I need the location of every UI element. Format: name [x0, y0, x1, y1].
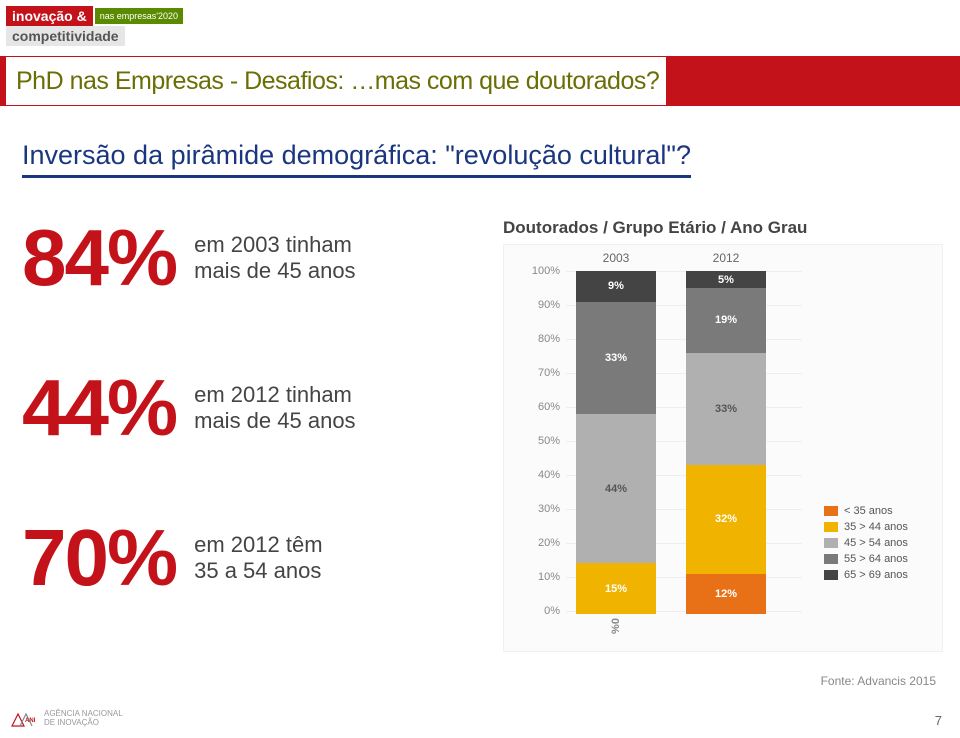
y-axis-label: 90% — [510, 299, 560, 311]
legend-item: 55 > 64 anos — [824, 553, 908, 565]
page-title: PhD nas Empresas - Desafios: …mas com qu… — [16, 67, 659, 96]
stacked-bar: 5%19%33%32%12% — [686, 271, 766, 611]
bar-segment-55_64: 19% — [686, 288, 766, 353]
bar-segment-45_54: 44% — [576, 414, 656, 564]
y-axis-label: 70% — [510, 367, 560, 379]
stacked-bar: 9%33%44%15%%0 — [576, 271, 656, 611]
bar-segment-35_44: 32% — [686, 465, 766, 574]
legend-item: 35 > 44 anos — [824, 521, 908, 533]
stat-pct: 44% — [22, 368, 176, 448]
logo-part-1: inovação & — [6, 6, 93, 26]
bar-segment-35_44: 15% — [576, 563, 656, 614]
brand-logo: inovação & nas empresas'2020 competitivi… — [6, 6, 183, 46]
bar-segment-45_54: 33% — [686, 353, 766, 465]
chart-legend: < 35 anos 35 > 44 anos 45 > 54 anos 55 > 64… — [824, 505, 908, 585]
y-axis-label: 60% — [510, 401, 560, 413]
stat-desc: em 2012 tinham mais de 45 anos — [194, 382, 355, 435]
bar-segment-65_69: 5% — [686, 271, 766, 288]
legend-item: 65 > 69 anos — [824, 569, 908, 581]
legend-item: 45 > 54 anos — [824, 537, 908, 549]
logo-part-sub: nas empresas'2020 — [95, 8, 183, 24]
y-axis-label: 0% — [510, 605, 560, 617]
title-box: PhD nas Empresas - Desafios: …mas com qu… — [6, 57, 666, 105]
y-axis-label: 30% — [510, 503, 560, 515]
column-header-2003: 2003 — [576, 251, 656, 265]
y-axis-label: 40% — [510, 469, 560, 481]
stat-pct: 84% — [22, 218, 176, 298]
bar-segment-55_64: 33% — [576, 302, 656, 414]
y-axis-label: 100% — [510, 265, 560, 277]
page-number: 7 — [935, 713, 942, 728]
chart-title: Doutorados / Grupo Etário / Ano Grau — [503, 218, 807, 238]
stat-desc: em 2003 tinham mais de 45 anos — [194, 232, 355, 285]
stat-block-84: 84% em 2003 tinham mais de 45 anos — [22, 218, 356, 298]
stat-block-44: 44% em 2012 tinham mais de 45 anos — [22, 368, 356, 448]
subtitle: Inversão da pirâmide demográfica: "revol… — [22, 140, 691, 178]
logo-part-2: competitividade — [6, 26, 125, 46]
y-axis-label: 80% — [510, 333, 560, 345]
source-citation: Fonte: Advancis 2015 — [821, 674, 936, 688]
y-axis-label: 50% — [510, 435, 560, 447]
footer-logo: ANI AGÊNCIA NACIONAL DE INOVAÇÃO — [10, 710, 123, 728]
y-axis-label: 20% — [510, 537, 560, 549]
y-axis-label: 10% — [510, 571, 560, 583]
stacked-bar-chart: 2003 2012 < 35 anos 35 > 44 anos 45 > 54 a… — [503, 244, 943, 652]
bar-segment-65_69: 9% — [576, 271, 656, 302]
legend-item: < 35 anos — [824, 505, 908, 517]
stat-desc: em 2012 têm 35 a 54 anos — [194, 532, 322, 585]
svg-text:ANI: ANI — [25, 718, 36, 724]
subtitle-row: Inversão da pirâmide demográfica: "revol… — [22, 140, 722, 178]
bar-segment-lt35: 12% — [686, 574, 766, 615]
stat-block-70: 70% em 2012 têm 35 a 54 anos — [22, 518, 323, 598]
stat-pct: 70% — [22, 518, 176, 598]
column-header-2012: 2012 — [686, 251, 766, 265]
